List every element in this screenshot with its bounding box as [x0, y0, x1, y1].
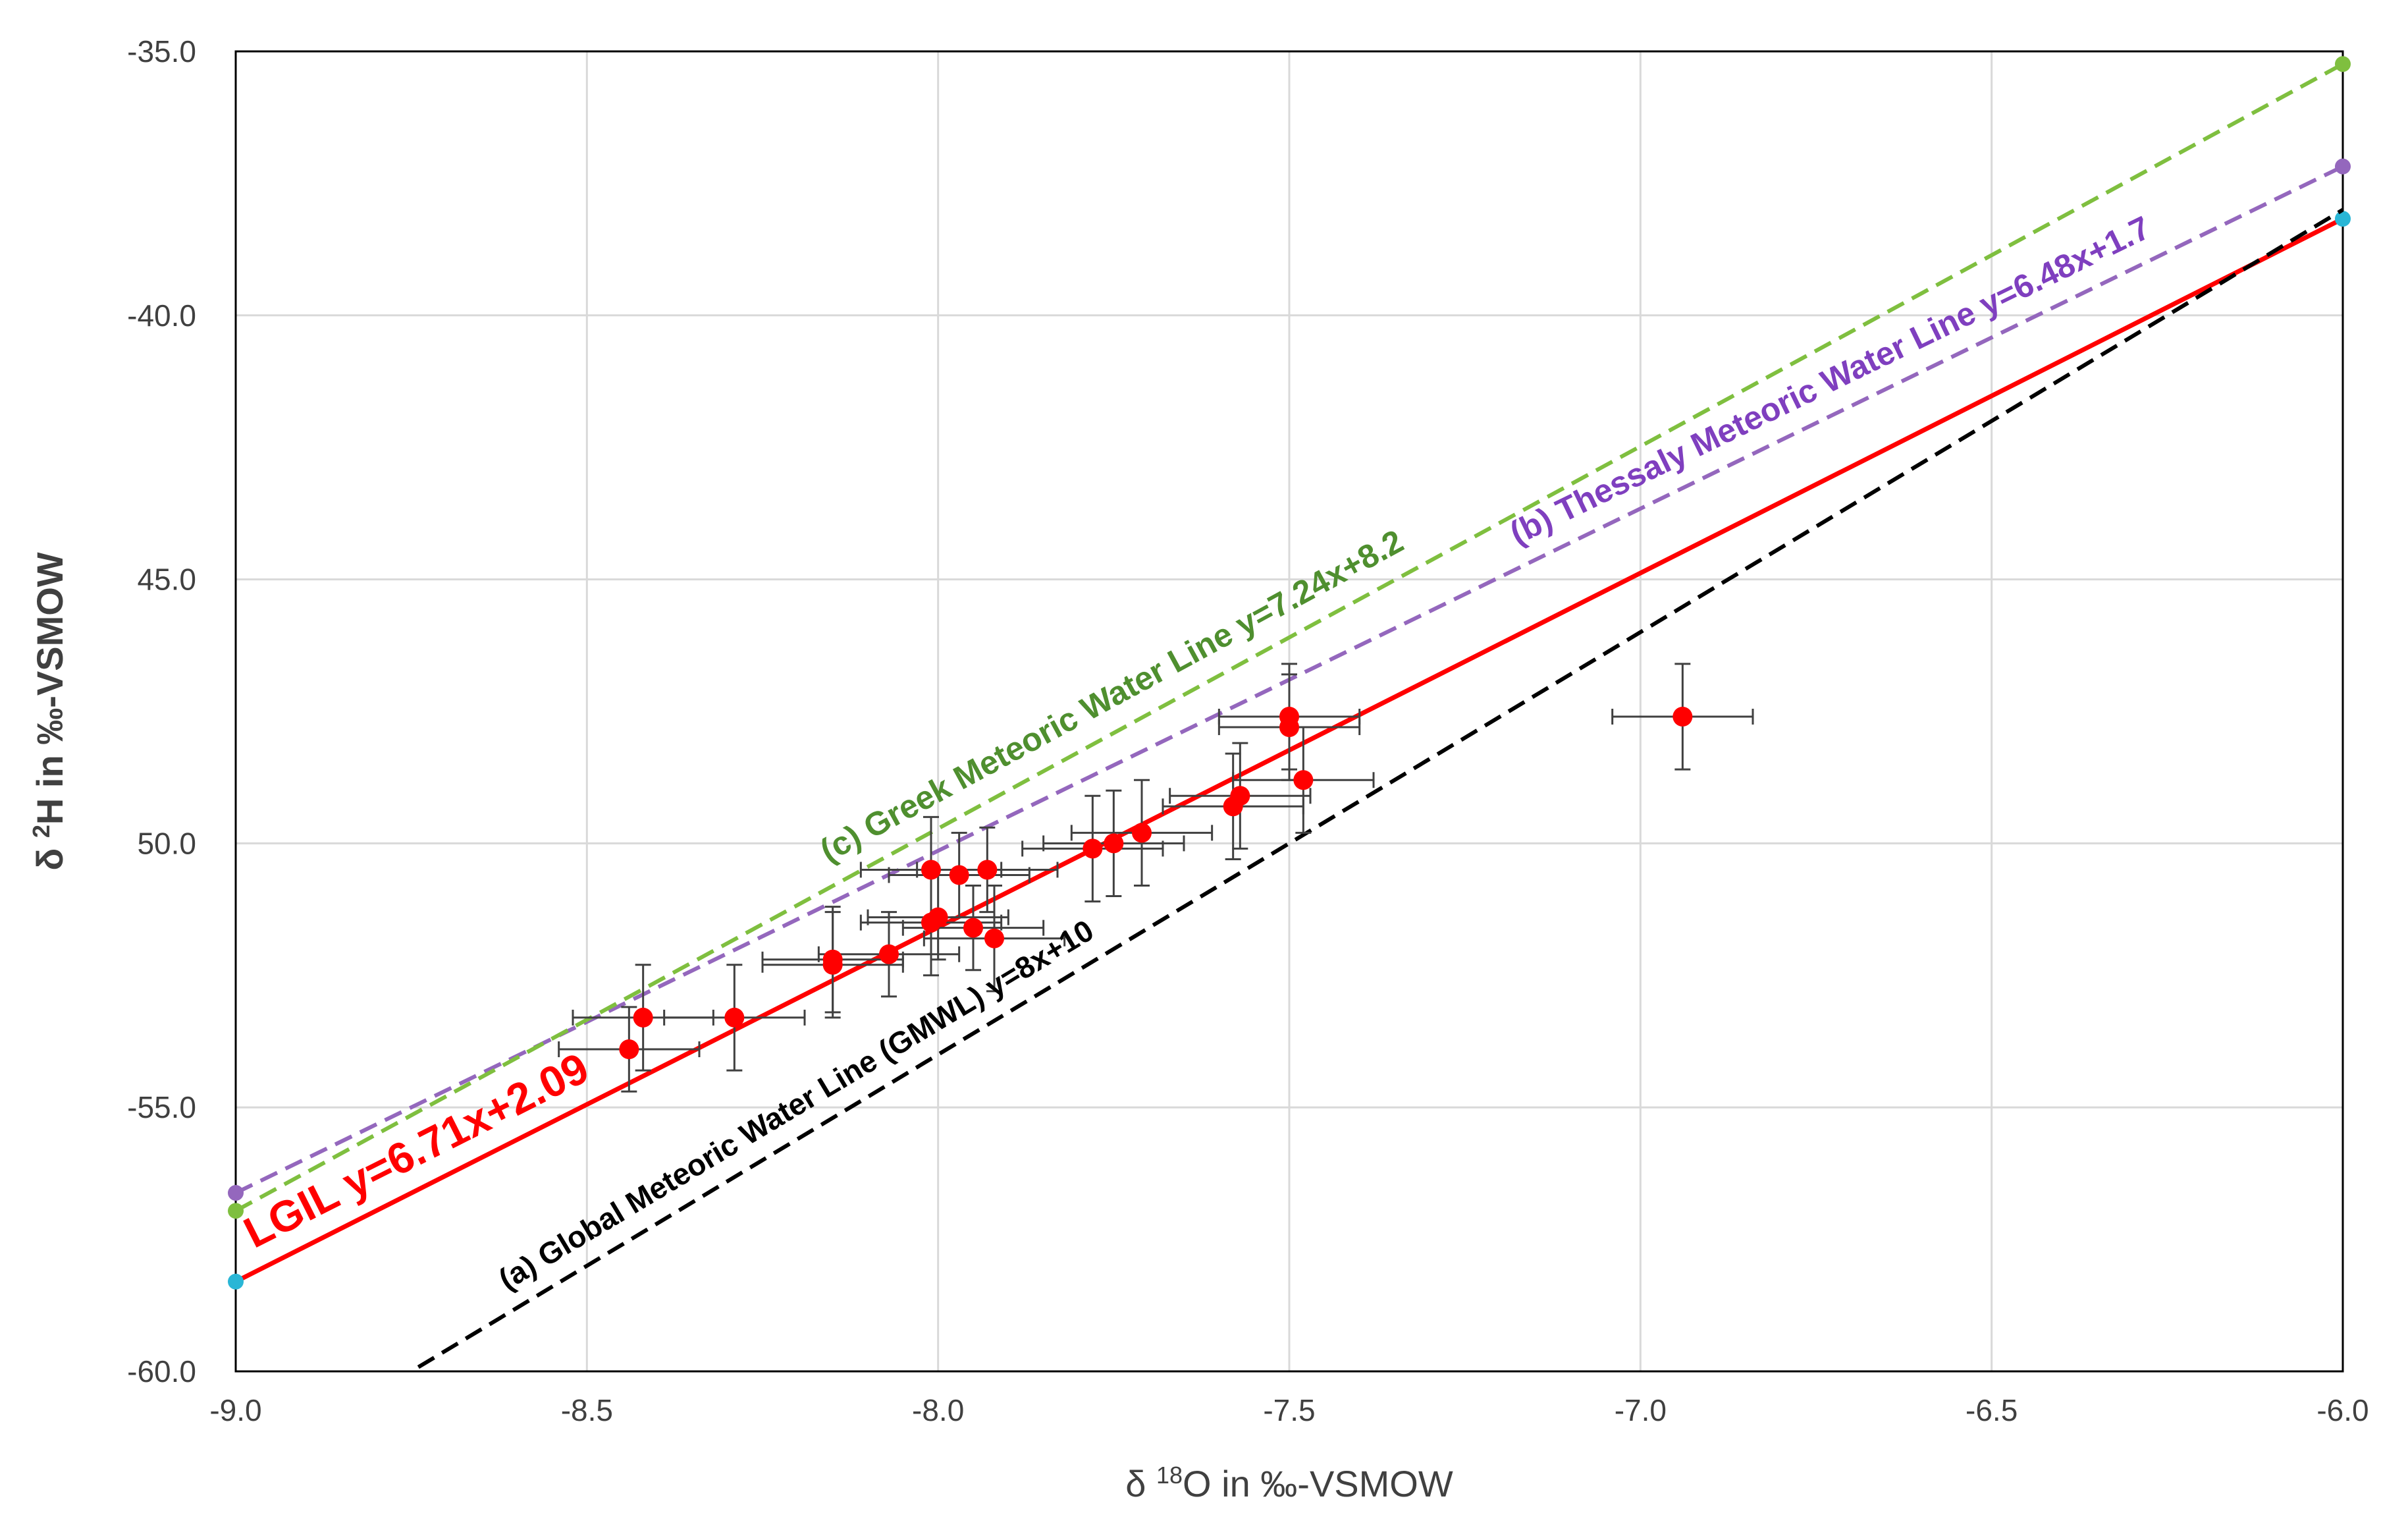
data-point [928, 907, 948, 927]
y-tick-label: -60.0 [127, 1354, 196, 1388]
data-point [619, 1039, 639, 1060]
x-axis-title: δ 18O in ‰-VSMOW [1125, 1462, 1453, 1505]
data-point [1293, 770, 1314, 790]
x-tick-label: -8.5 [561, 1393, 613, 1427]
line-greek-mwl [234, 62, 2344, 1213]
x-tick-label: -6.0 [2316, 1393, 2368, 1427]
data-point [1083, 838, 1103, 859]
line-endpoint-marker [228, 1185, 244, 1201]
x-axis-title-superscript: 18 [1156, 1462, 1183, 1489]
line-endpoint-marker [2335, 158, 2351, 175]
x-axis-title-suffix: O in ‰-VSMOW [1183, 1463, 1453, 1504]
data-point [921, 860, 941, 880]
line-endpoint-marker [228, 1273, 244, 1290]
data-point [1104, 833, 1124, 854]
plot-frame [234, 50, 2344, 1373]
line-label-lgil: LGIL y=6.71x+2.09 [236, 1043, 597, 1257]
y-axis-title-suffix: H in ‰-VSMOW [29, 552, 70, 825]
line-endpoint-marker [2335, 211, 2351, 227]
x-tick-label: -7.0 [1615, 1393, 1667, 1427]
x-tick-labels: -9.0 -8.5 -8.0 -7.5 -7.0 -6.5 -6.0 [209, 1393, 2368, 1427]
line-endpoint-marker [2335, 56, 2351, 72]
x-tick-label: -9.0 [209, 1393, 261, 1427]
data-point [1230, 786, 1250, 806]
line-endpoint-marker [228, 1203, 244, 1219]
y-axis-title-superscript: 2 [28, 825, 55, 838]
data-point [633, 1007, 653, 1028]
y-tick-label: -55.0 [127, 1090, 196, 1124]
y-tick-label: 50.0 [137, 826, 196, 860]
y-tick-label: -40.0 [127, 298, 196, 333]
y-axis-title-prefix: δ [29, 838, 70, 871]
data-point [879, 944, 899, 964]
data-point [963, 918, 983, 938]
x-tick-label: -7.5 [1263, 1393, 1315, 1427]
x-tick-label: -8.0 [912, 1393, 964, 1427]
data-point [984, 928, 1004, 948]
data-point [1672, 707, 1693, 727]
data-point [724, 1007, 745, 1028]
y-tick-labels: -35.0 -40.0 45.0 50.0 -55.0 -60.0 [127, 34, 196, 1388]
y-axis-title: δ 2H in ‰-VSMOW [28, 552, 71, 870]
x-tick-label: -6.5 [1966, 1393, 2018, 1427]
data-point [977, 860, 998, 880]
data-point [1279, 717, 1299, 738]
line-gmwl [417, 207, 2344, 1369]
line-label-greek-mwl: (c) Greek Meteoric Water Line y=7.24x+8.… [814, 522, 1409, 869]
y-tick-label: 45.0 [137, 563, 196, 597]
data-points [619, 707, 1693, 1060]
line-labels: LGIL y=6.71x+2.09(a) Global Meteoric Wat… [236, 209, 2156, 1296]
data-point [822, 954, 843, 975]
x-axis-title-prefix: δ [1125, 1463, 1156, 1504]
y-tick-label: -35.0 [127, 34, 196, 69]
data-point [949, 865, 969, 885]
data-point [1132, 823, 1152, 843]
